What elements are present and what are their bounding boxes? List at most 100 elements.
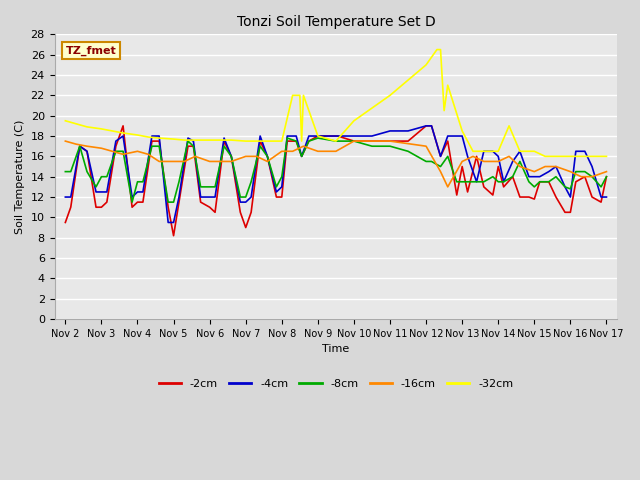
-32cm <box>298 138 305 144</box>
-16cm <box>156 158 163 164</box>
Title: Tonzi Soil Temperature Set D: Tonzi Soil Temperature Set D <box>237 15 435 29</box>
-4cm <box>603 194 611 200</box>
-32cm <box>440 108 448 113</box>
-2cm <box>566 209 574 215</box>
-32cm <box>72 121 80 127</box>
-32cm <box>264 138 271 144</box>
Text: TZ_fmet: TZ_fmet <box>66 46 116 56</box>
-32cm <box>603 154 611 159</box>
-16cm <box>422 144 430 149</box>
-4cm <box>61 194 69 200</box>
Line: -8cm: -8cm <box>65 138 607 202</box>
-8cm <box>97 174 105 180</box>
-16cm <box>300 144 307 149</box>
-16cm <box>180 158 188 164</box>
-2cm <box>458 164 466 169</box>
-32cm <box>386 93 394 98</box>
-32cm <box>566 154 574 159</box>
-16cm <box>436 169 444 175</box>
Y-axis label: Soil Temperature (C): Soil Temperature (C) <box>15 120 25 234</box>
-16cm <box>386 138 394 144</box>
-32cm <box>588 154 596 159</box>
-32cm <box>108 128 116 134</box>
-4cm <box>500 179 508 185</box>
-16cm <box>531 169 538 175</box>
-16cm <box>170 158 177 164</box>
-32cm <box>134 132 141 138</box>
-32cm <box>227 137 235 143</box>
-2cm <box>480 184 488 190</box>
-4cm <box>97 189 105 195</box>
-16cm <box>495 158 502 164</box>
-16cm <box>289 148 296 154</box>
-16cm <box>61 138 69 144</box>
-8cm <box>119 148 127 154</box>
-16cm <box>242 154 250 159</box>
-32cm <box>314 133 322 139</box>
-32cm <box>216 137 224 143</box>
Line: -16cm: -16cm <box>65 141 607 187</box>
-16cm <box>216 158 224 164</box>
Legend: -2cm, -4cm, -8cm, -16cm, -32cm: -2cm, -4cm, -8cm, -16cm, -32cm <box>154 374 518 393</box>
-2cm <box>516 194 524 200</box>
-16cm <box>206 158 214 164</box>
-32cm <box>444 82 452 88</box>
Line: -4cm: -4cm <box>65 126 607 222</box>
-8cm <box>264 154 271 159</box>
-16cm <box>227 158 235 164</box>
-16cm <box>97 145 105 151</box>
-16cm <box>469 154 477 159</box>
-32cm <box>541 154 549 159</box>
-8cm <box>292 138 300 144</box>
-16cm <box>588 174 596 180</box>
-32cm <box>531 148 538 154</box>
-16cm <box>566 169 574 175</box>
-32cm <box>253 138 260 144</box>
-4cm <box>119 133 127 139</box>
-32cm <box>296 93 303 98</box>
-16cm <box>134 148 141 154</box>
-16cm <box>314 148 322 154</box>
-16cm <box>552 164 560 169</box>
-32cm <box>480 148 488 154</box>
-8cm <box>500 179 508 185</box>
-4cm <box>422 123 430 129</box>
-32cm <box>516 148 524 154</box>
-8cm <box>603 174 611 180</box>
-2cm <box>572 179 580 185</box>
-32cm <box>469 148 477 154</box>
-32cm <box>495 148 502 154</box>
-16cm <box>541 164 549 169</box>
-16cm <box>119 152 127 157</box>
-32cm <box>332 138 340 144</box>
-16cm <box>350 138 358 144</box>
-2cm <box>561 209 569 215</box>
-4cm <box>164 219 172 225</box>
-32cm <box>119 130 127 136</box>
-32cm <box>191 137 199 143</box>
-16cm <box>332 148 340 154</box>
-32cm <box>83 124 91 130</box>
-16cm <box>278 148 285 154</box>
-16cm <box>444 184 452 190</box>
-16cm <box>480 158 488 164</box>
-2cm <box>170 233 177 239</box>
-4cm <box>572 148 580 154</box>
-32cm <box>577 154 585 159</box>
X-axis label: Time: Time <box>323 344 349 354</box>
-32cm <box>458 128 466 134</box>
-32cm <box>180 137 188 143</box>
-8cm <box>128 199 136 205</box>
-16cm <box>253 154 260 159</box>
-32cm <box>552 154 560 159</box>
-32cm <box>206 137 214 143</box>
-2cm <box>61 219 69 225</box>
-32cm <box>436 47 444 52</box>
-16cm <box>108 148 116 154</box>
-2cm <box>119 123 127 129</box>
-16cm <box>264 158 271 164</box>
-32cm <box>278 138 285 144</box>
-4cm <box>264 154 271 159</box>
-32cm <box>242 138 250 144</box>
-32cm <box>300 93 307 98</box>
